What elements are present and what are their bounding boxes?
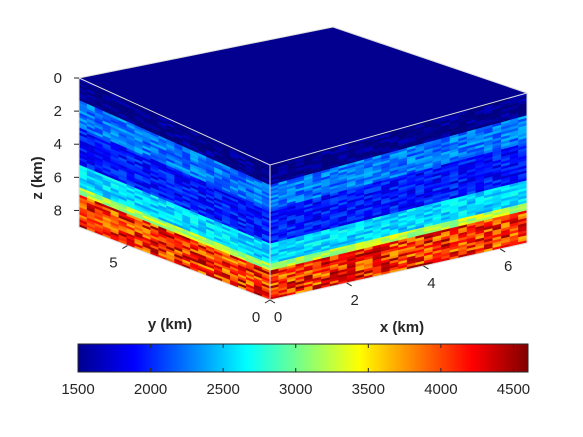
x-axis-ticks: 0 2 4 6 (269, 248, 512, 326)
colorbar-tick-label: 2500 (206, 381, 239, 398)
z-tick-label: 8 (54, 202, 62, 219)
colorbar-tick-label: 4000 (424, 381, 457, 398)
x-tick-label: 0 (274, 309, 282, 326)
colorbar-ticks: 1500 2000 2500 3000 3500 4000 4500 (61, 344, 530, 398)
z-axis-ticks: 0 2 4 6 8 (54, 70, 79, 219)
colorbar-tick-label: 2000 (134, 381, 167, 398)
volume-left-face (78, 77, 271, 301)
volume-top-face (79, 27, 527, 165)
colorbar-tick-label: 3500 (352, 381, 385, 398)
z-tick-label: 6 (54, 169, 62, 186)
volume-plot (78, 26, 528, 301)
x-tick-mark (346, 282, 352, 287)
x-tick-mark (499, 248, 506, 253)
colorbar: 1500 2000 2500 3000 3500 4000 4500 (61, 343, 530, 398)
colorbar-tick-label: 3000 (279, 381, 312, 398)
y-axis-ticks: 05 (109, 245, 271, 326)
volume-right-face (269, 92, 528, 301)
y-tick-mark (264, 299, 271, 304)
x-tick-label: 2 (351, 292, 359, 309)
colorbar-gradient (77, 343, 529, 373)
y-axis-label: y (km) (148, 316, 192, 333)
x-tick-mark (423, 265, 429, 270)
colorbar-tick-label: 1500 (61, 381, 94, 398)
y-tick-label: 0 (252, 309, 260, 326)
z-tick-label: 4 (54, 136, 62, 153)
x-axis-label: x (km) (380, 319, 424, 336)
z-tick-label: 0 (54, 70, 62, 87)
y-tick-label: 5 (109, 255, 117, 272)
x-tick-label: 6 (504, 258, 512, 275)
x-tick-mark (269, 299, 276, 304)
y-tick-mark (122, 245, 128, 249)
z-axis-label: z (km) (29, 156, 46, 199)
x-tick-label: 4 (427, 275, 435, 292)
colorbar-tick-label: 4500 (497, 381, 530, 398)
z-tick-label: 2 (54, 103, 62, 120)
